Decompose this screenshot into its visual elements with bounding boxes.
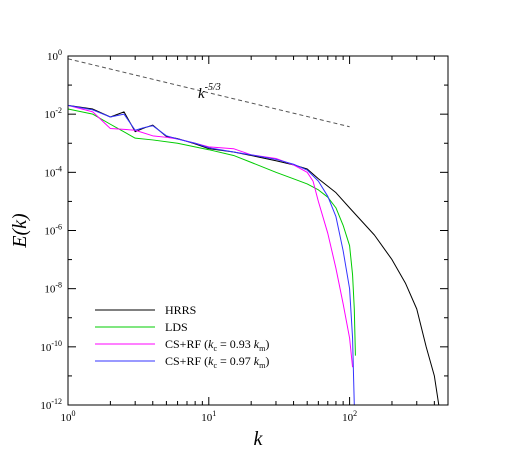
series-line-2 bbox=[68, 108, 356, 356]
series-line-3 bbox=[68, 104, 354, 368]
tick-label-layer: 100 101 102 100 10-2 10-4 10-6 10-8 10-10 10-12 bbox=[40, 48, 357, 424]
x-axis-title: k bbox=[254, 428, 264, 450]
reference-label-base: k bbox=[198, 86, 205, 102]
legend-label-2: LDS bbox=[165, 320, 188, 334]
x-tick-label: 102 bbox=[342, 409, 357, 424]
legend-label-4: CS+RF (kc = 0.97 km) bbox=[165, 354, 269, 370]
y-tick-label: 10-10 bbox=[40, 339, 62, 354]
plot-frame bbox=[67, 55, 449, 406]
series-layer bbox=[68, 104, 440, 405]
tick-layer bbox=[67, 55, 449, 406]
y-tick-label: 10-12 bbox=[40, 397, 62, 412]
reference-line-label: k-5/3 bbox=[198, 82, 221, 102]
legend-label-1: HRRS bbox=[165, 303, 196, 317]
reference-label-exponent: -5/3 bbox=[205, 82, 221, 93]
legend-label-3: CS+RF (kc = 0.93 km) bbox=[165, 337, 269, 353]
x-tick-label: 100 bbox=[61, 409, 76, 424]
legend: HRRS LDS CS+RF (kc = 0.93 km)CS+RF (kc = 0… bbox=[95, 303, 269, 370]
y-tick-label: 10-8 bbox=[44, 281, 62, 296]
x-tick-label: 101 bbox=[201, 409, 216, 424]
reference-slope-line bbox=[67, 58, 350, 128]
y-tick-label: 10-6 bbox=[44, 223, 62, 238]
y-tick-label: 10-4 bbox=[44, 164, 62, 179]
y-tick-label: 100 bbox=[47, 48, 62, 63]
reference-line-layer bbox=[67, 58, 350, 128]
y-tick-label: 10-2 bbox=[44, 106, 62, 121]
y-axis-title: E(k) bbox=[9, 213, 31, 249]
series-line-4 bbox=[68, 104, 355, 405]
